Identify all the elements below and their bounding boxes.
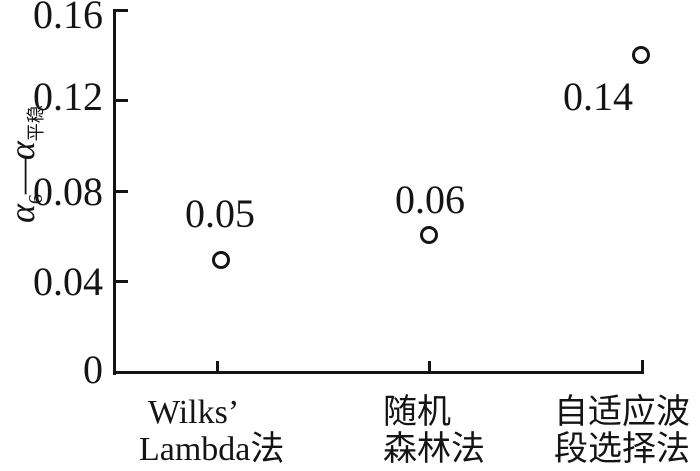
x-category-line: 随机: [383, 394, 451, 431]
x-category-line: Lambda法: [139, 431, 285, 468]
data-point-label: 0.14: [563, 74, 633, 119]
x-category-line: 自适应波: [554, 394, 690, 431]
y-tick-0.08: [116, 190, 128, 193]
y-tick-label: 0: [83, 347, 103, 392]
x-category-label-wilks-lambda: Wilks’ Lambda法: [139, 394, 284, 468]
x-tick-category-3: [641, 360, 644, 371]
x-tick-category-2: [428, 361, 431, 371]
y-tick-label: 0.16: [33, 0, 103, 37]
y-tick-label: 0.04: [33, 259, 103, 304]
data-point-marker-2: [420, 226, 438, 244]
data-point-label: 0.06: [395, 177, 465, 222]
y-tick-0.16: [116, 9, 128, 12]
x-category-line: 段选择法: [554, 431, 690, 468]
x-axis-line: [113, 371, 644, 374]
alpha-subscript-pingwen: 平稳: [26, 105, 47, 142]
data-point-marker-3: [632, 46, 650, 64]
y-tick-0.12: [116, 99, 128, 102]
x-category-line: 森林法: [383, 431, 485, 468]
y-tick-label: 0.12: [33, 74, 103, 119]
data-point-marker-1: [212, 251, 230, 269]
x-category-label-random-forest: 随机 森林法: [383, 394, 485, 468]
alpha-symbol: α: [2, 141, 42, 161]
y-tick-label: 0.08: [33, 169, 103, 214]
x-category-label-adaptive-band: 自适应波 段选择法: [554, 394, 690, 468]
y-tick-0.04: [116, 280, 128, 283]
alpha-subscript-6: 6: [25, 194, 48, 205]
minus-sign: —: [2, 160, 42, 195]
x-category-line: Wilks’: [148, 394, 240, 431]
data-point-label: 0.05: [185, 191, 255, 236]
y-axis-line: [113, 9, 116, 375]
alpha-symbol: α: [2, 204, 42, 223]
x-tick-category-1: [216, 361, 219, 371]
y-axis-title: α6—α平稳: [0, 105, 48, 223]
